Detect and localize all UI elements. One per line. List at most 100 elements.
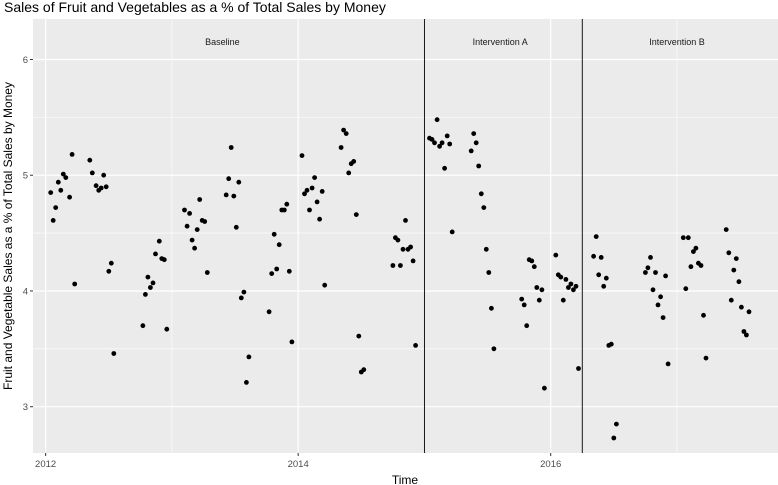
data-point [153, 251, 158, 257]
phase-label: Baseline [205, 37, 240, 47]
data-point [244, 380, 249, 385]
data-point [322, 282, 328, 288]
data-point [69, 152, 75, 157]
data-point [148, 285, 153, 290]
data-point [281, 207, 287, 213]
data-point [726, 250, 732, 256]
data-points [48, 117, 752, 441]
data-point [101, 172, 107, 178]
data-point [685, 235, 691, 241]
data-point [53, 205, 59, 211]
data-point [314, 199, 320, 205]
data-point [228, 145, 234, 150]
data-point [573, 283, 579, 289]
data-point [58, 187, 64, 193]
data-point [266, 309, 272, 315]
y-axis-ticks: 3 4 5 6 [23, 55, 33, 413]
data-point [284, 201, 290, 207]
data-point [238, 295, 244, 301]
data-point [390, 263, 396, 268]
data-point [156, 238, 162, 244]
data-point [398, 263, 403, 268]
data-point [410, 258, 416, 264]
data-point [194, 227, 200, 233]
major-gridlines [33, 19, 778, 453]
data-point [439, 140, 445, 146]
data-point [591, 253, 596, 259]
data-point [150, 280, 156, 286]
data-point [614, 421, 619, 427]
data-point [608, 341, 614, 347]
data-point [395, 237, 401, 243]
x-axis-ticks: 2012 2014 2016 [35, 453, 561, 470]
data-point [558, 274, 564, 280]
data-point [521, 302, 527, 308]
data-point [55, 179, 61, 185]
data-point [106, 268, 112, 274]
data-point [650, 287, 656, 293]
x-tick-label: 2012 [35, 459, 56, 470]
data-point [688, 264, 694, 270]
data-point [226, 176, 232, 182]
data-point [519, 296, 525, 302]
data-point [447, 141, 453, 147]
data-point [246, 354, 252, 360]
data-point [108, 260, 114, 266]
data-point [473, 140, 479, 146]
y-tick-label: 6 [23, 55, 28, 66]
data-point [202, 219, 208, 224]
data-point [274, 266, 280, 272]
data-point [346, 170, 352, 176]
data-point [563, 277, 569, 282]
data-point [317, 216, 322, 222]
data-point [403, 218, 408, 223]
data-point [703, 355, 709, 361]
phase-label: Intervention B [649, 37, 705, 47]
data-point [468, 148, 474, 154]
data-point [536, 297, 542, 303]
data-point [665, 361, 671, 367]
data-point [691, 249, 696, 255]
data-point [481, 205, 487, 211]
data-point [660, 315, 666, 320]
data-point [698, 263, 704, 268]
data-point [434, 117, 440, 123]
data-point [361, 367, 367, 373]
data-point [601, 283, 607, 289]
data-point [429, 137, 435, 142]
data-point [744, 332, 749, 338]
data-point [89, 170, 95, 176]
data-point [731, 267, 737, 273]
data-point [356, 333, 362, 339]
data-point [553, 252, 559, 258]
data-point [483, 246, 489, 252]
data-point [645, 265, 651, 271]
data-point [598, 255, 604, 260]
data-point [236, 179, 242, 185]
data-point [307, 207, 312, 213]
data-point [341, 127, 346, 133]
phase-divider-lines [423, 19, 583, 453]
data-point [571, 287, 576, 293]
data-point [663, 273, 668, 279]
data-point [289, 339, 295, 345]
data-point [223, 192, 229, 198]
data-point [534, 285, 540, 290]
data-point [611, 435, 617, 441]
x-tick-label: 2016 [540, 459, 561, 470]
data-point [476, 163, 482, 169]
data-point [204, 270, 210, 275]
data-point [233, 224, 239, 230]
data-point [680, 235, 686, 241]
data-point [309, 185, 315, 191]
data-point [489, 305, 494, 311]
data-point [478, 191, 484, 197]
data-point [231, 193, 237, 199]
data-point [741, 329, 747, 334]
data-point [192, 245, 198, 251]
data-point [87, 157, 93, 163]
x-axis-title: Time [392, 473, 419, 485]
data-point [63, 175, 69, 181]
data-point [542, 385, 547, 391]
data-point [72, 281, 78, 287]
